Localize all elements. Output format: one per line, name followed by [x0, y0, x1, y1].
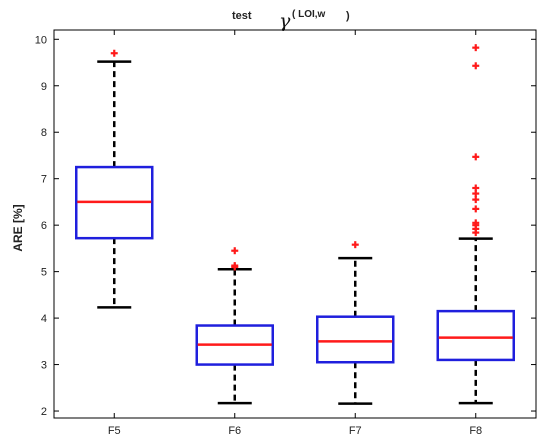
plot-frame — [53, 29, 537, 419]
outlier-point — [351, 241, 359, 249]
outlier-point — [472, 205, 480, 213]
outlier-point — [231, 247, 239, 255]
y-tick-label: 8 — [41, 127, 47, 139]
iqr-box — [436, 309, 515, 362]
y-tick-label: 2 — [41, 406, 47, 418]
title-suffix: ) — [346, 10, 350, 22]
outlier-point — [472, 44, 480, 52]
outlier-point — [472, 184, 480, 192]
y-tick-label: 6 — [41, 220, 47, 232]
y-axis-label: ARE [%] — [11, 204, 25, 251]
title-gamma-symbol: γ — [279, 10, 291, 32]
y-tick-label: 5 — [41, 267, 47, 279]
x-tick-label: F7 — [349, 425, 362, 437]
chart-title: test γ ( LOI,w ) — [232, 9, 350, 32]
title-subscript: ( LOI,w — [292, 9, 326, 20]
y-tick-label: 4 — [41, 313, 47, 325]
outlier-point — [110, 49, 118, 57]
y-tick-label: 9 — [41, 81, 47, 93]
title-prefix: test — [232, 10, 252, 22]
x-tick-label: F5 — [108, 425, 121, 437]
outlier-point — [231, 262, 239, 270]
outlier-point — [472, 219, 480, 227]
iqr-box — [316, 315, 395, 364]
x-tick-label: F8 — [469, 425, 482, 437]
outlier-point — [472, 62, 480, 70]
y-tick-label: 10 — [35, 34, 47, 46]
plot-area: 2 3 4 5 6 7 8 9 10 F5 F6 F7 F8 — [35, 29, 537, 437]
outlier-point — [472, 153, 480, 161]
outlier-point — [472, 196, 480, 204]
y-tick-label: 7 — [41, 174, 47, 186]
x-tick-label: F6 — [228, 425, 241, 437]
y-tick-label: 3 — [41, 360, 47, 372]
